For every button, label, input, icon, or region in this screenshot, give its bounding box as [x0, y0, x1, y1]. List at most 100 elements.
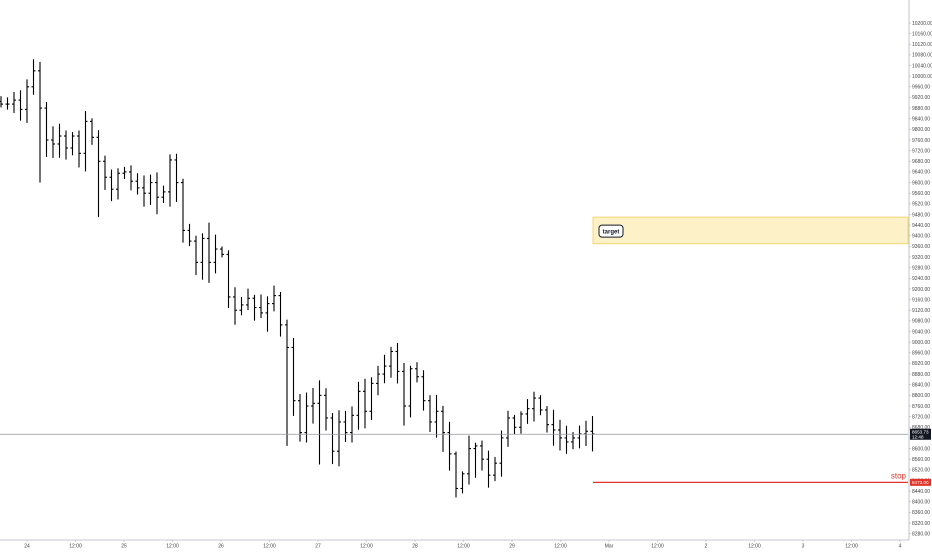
price-tick-label: 9360.00 [912, 244, 930, 250]
price-tick-label: 8720.00 [912, 414, 930, 420]
price-tick-label: 8360.00 [912, 510, 930, 516]
ohlc-bar [103, 155, 107, 190]
price-tick-label: 8840.00 [912, 383, 930, 389]
ohlc-bar [109, 169, 114, 202]
ohlc-bar [278, 291, 283, 337]
ohlc-bar [90, 118, 94, 145]
ohlc-bar [564, 425, 569, 454]
time-tick-label: 3 [802, 544, 805, 550]
ohlc-bar [493, 456, 497, 482]
ohlc-bar [233, 287, 237, 325]
ohlc-bar [480, 440, 484, 471]
ohlc-bar [395, 342, 400, 384]
ohlc-bar [51, 126, 55, 158]
price-tick-label: 9600.00 [912, 180, 930, 186]
ohlc-bar [311, 387, 315, 424]
ohlc-bar [148, 174, 153, 205]
price-tick-label: 9000.00 [912, 340, 930, 346]
price-tick-label: 8800.00 [912, 393, 930, 399]
ohlc-bar [285, 319, 289, 446]
target-label-box[interactable] [598, 224, 624, 238]
price-tick-label: 8560.00 [912, 457, 930, 463]
price-tick-label: 10080.00 [912, 53, 932, 59]
ohlc-bar [356, 381, 361, 430]
time-tick-label: 27 [315, 544, 321, 550]
price-tick-label: 9160.00 [912, 297, 930, 303]
ohlc-bar [369, 377, 374, 421]
price-tick-label: 9080.00 [912, 319, 930, 325]
ohlc-bar [343, 410, 348, 442]
price-tick-label: 8440.00 [912, 489, 930, 495]
ohlc-bar [577, 425, 582, 449]
price-tick-label: 8280.00 [912, 531, 930, 537]
price-tick-label: 9400.00 [912, 234, 930, 240]
ohlc-bar [239, 296, 244, 316]
target-zone[interactable] [592, 216, 909, 245]
time-tick-label: 12:00 [748, 544, 761, 550]
ohlc-bar [467, 435, 471, 485]
price-tick-label: 8600.00 [912, 446, 930, 452]
price-tick-label: 9480.00 [912, 212, 930, 218]
ohlc-bar [421, 370, 426, 411]
price-tick-label: 9880.00 [912, 106, 930, 112]
ohlc-bar [12, 91, 16, 114]
ohlc-bar [57, 123, 62, 158]
ohlc-bar [551, 409, 556, 446]
ohlc-bar [265, 296, 270, 332]
ohlc-bar [142, 175, 146, 207]
ohlc-bar [538, 395, 543, 416]
time-tick-label: Mar [605, 544, 614, 550]
price-tick-label: 9560.00 [912, 191, 930, 197]
ohlc-bar [252, 294, 257, 321]
price-tick-label: 10200.00 [912, 21, 932, 27]
ohlc-bar [330, 413, 335, 465]
ohlc-bar [83, 111, 88, 172]
time-tick-label: 12:00 [263, 544, 276, 550]
ohlc-bar [25, 79, 29, 123]
ohlc-bar [70, 132, 75, 156]
price-tick-label: 8960.00 [912, 351, 930, 357]
price-tick-label: 9640.00 [912, 170, 930, 176]
ohlc-bar [499, 430, 504, 477]
price-axis[interactable]: 10200.00 10160.00 10120.00 10080.00 10040.00… [908, 0, 932, 540]
ohlc-bar [402, 363, 406, 426]
ohlc-bar [226, 250, 231, 308]
stop-price-label: 8473.00 [912, 480, 929, 485]
price-tick-label: 8680.00 [912, 425, 930, 431]
time-tick-label: 12:00 [360, 544, 373, 550]
ohlc-bar [584, 420, 588, 446]
ohlc-bar [272, 285, 276, 312]
ohlc-bar [408, 365, 413, 418]
time-tick-label: 12:00 [457, 544, 470, 550]
price-tick-label: 8400.00 [912, 500, 930, 506]
ohlc-bar [486, 450, 491, 488]
target-label: target [603, 229, 620, 235]
ohlc-bar [0, 96, 3, 108]
ohlc-bar [64, 130, 68, 160]
ohlc-bar [174, 153, 179, 202]
price-tick-label: 9680.00 [912, 159, 930, 165]
ohlc-bar [187, 223, 192, 247]
ohlc-bar [259, 294, 263, 319]
ohlc-bar [181, 178, 185, 243]
ohlc-bar [389, 346, 393, 378]
ohlc-bar [428, 395, 432, 432]
price-tick-label: 9720.00 [912, 148, 930, 154]
ohlc-bar [441, 405, 445, 452]
ohlc-bar [291, 337, 296, 416]
ohlc-bar [337, 410, 341, 467]
ohlc-bar [460, 471, 465, 494]
time-tick-label: 12:00 [554, 544, 567, 550]
ohlc-bar [304, 392, 309, 443]
ohlc-bar [220, 246, 224, 258]
last-price-label: 8653.73 [912, 429, 929, 434]
price-tick-label: 8320.00 [912, 521, 930, 527]
time-tick-label: 28 [412, 544, 418, 550]
time-axis[interactable]: 24 12:00 25 12:00 26 12:00 27 12:00 28 12:00 29 12:… [0, 539, 909, 550]
price-tick-label: 8760.00 [912, 404, 930, 410]
price-tick-label: 8920.00 [912, 361, 930, 367]
ohlc-bar [363, 378, 367, 429]
ohlc-bar [512, 414, 517, 435]
